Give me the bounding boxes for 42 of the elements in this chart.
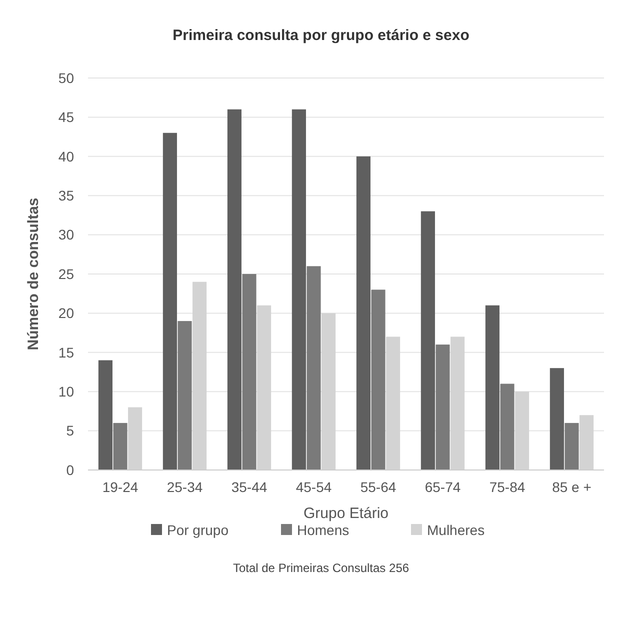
bar: [242, 274, 256, 470]
bar: [227, 109, 242, 470]
bar: [420, 211, 435, 470]
legend-label: Por grupo: [167, 522, 229, 538]
bar: [356, 156, 370, 470]
y-tick-label: 25: [58, 266, 74, 282]
y-tick-label: 15: [58, 344, 74, 360]
y-tick-label: 30: [58, 226, 74, 243]
x-axis-title: Grupo Etário: [303, 505, 389, 522]
chart-title: Primeira consulta por grupo etário e sexo: [172, 27, 470, 44]
bar: [178, 321, 192, 470]
bar: [306, 266, 321, 470]
bar: [98, 360, 112, 470]
bar: [564, 422, 579, 470]
y-tick-label: 35: [58, 188, 74, 204]
y-tick-label: 40: [58, 148, 74, 164]
x-tick-label: 35-44: [231, 479, 268, 495]
bar: [292, 109, 306, 470]
x-tick-label: 65-74: [424, 479, 461, 495]
y-tick-label: 45: [58, 109, 74, 126]
x-tick-label: 45-54: [296, 479, 332, 495]
legend-label: Mulheres: [427, 522, 485, 538]
bar: [371, 290, 386, 470]
y-tick-label: 20: [58, 305, 74, 322]
x-tick-label: 55-64: [360, 479, 396, 495]
y-tick-label: 50: [58, 70, 74, 86]
x-tick-label: 25-34: [166, 479, 203, 495]
bar: [162, 132, 177, 470]
x-tick-label: 85 e +: [552, 479, 592, 495]
bar: [436, 344, 450, 470]
y-tick-label: 0: [66, 462, 74, 478]
x-tick-label: 19-24: [102, 479, 138, 495]
legend-label: Homens: [297, 522, 350, 538]
bar: [113, 422, 128, 470]
bar: [485, 305, 500, 470]
y-tick-label: 10: [58, 384, 74, 400]
bar: [550, 368, 564, 470]
x-tick-label: 75-84: [489, 479, 526, 495]
text: Total de Primeiras Consultas 256: [232, 561, 410, 575]
bar: [500, 384, 514, 470]
y-tick-label: 5: [66, 422, 74, 439]
y-axis-title: Número de consultas: [25, 198, 42, 350]
